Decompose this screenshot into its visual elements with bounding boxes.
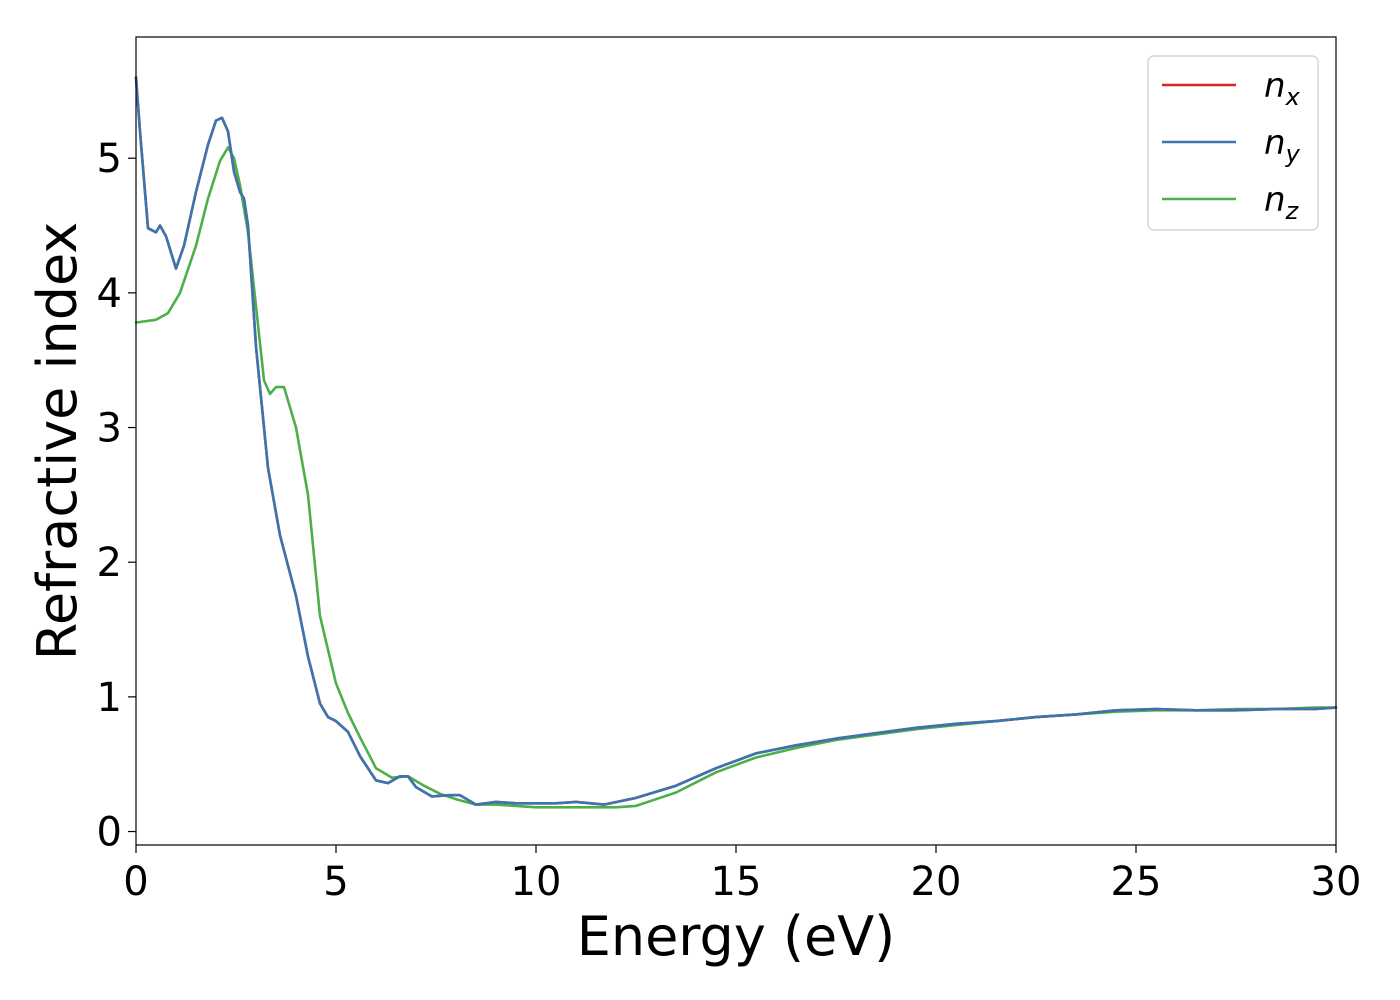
x-tick-label: 10 (511, 859, 562, 905)
y-tick-label: 0 (97, 810, 122, 856)
y-tick-label: 3 (97, 406, 122, 452)
legend-label-ny: ny (1264, 123, 1301, 168)
x-tick-label: 5 (323, 859, 348, 905)
series-line-ny (134, 76, 1338, 806)
legend-label-nx: nx (1264, 66, 1301, 111)
y-tick-label: 5 (97, 136, 122, 182)
x-tick-label: 20 (911, 859, 962, 905)
x-tick-label: 30 (1311, 859, 1362, 905)
x-tick-label: 15 (711, 859, 762, 905)
y-tick-label: 2 (97, 540, 122, 586)
legend: nx ny nz (1147, 55, 1319, 231)
x-axis-ticks: 0 5 10 15 20 25 30 (123, 845, 1361, 905)
series-lines (134, 76, 1338, 809)
x-axis-label: Energy (eV) (577, 905, 896, 968)
y-axis-label: Refractive index (26, 222, 89, 661)
y-axis-ticks: 0 1 2 3 4 5 (97, 136, 136, 856)
y-tick-label: 4 (97, 271, 122, 317)
x-tick-label: 25 (1111, 859, 1162, 905)
y-tick-label: 1 (97, 675, 122, 721)
x-tick-label: 0 (123, 859, 148, 905)
legend-label-nz: nz (1264, 180, 1300, 225)
plot-frame (135, 36, 1337, 846)
